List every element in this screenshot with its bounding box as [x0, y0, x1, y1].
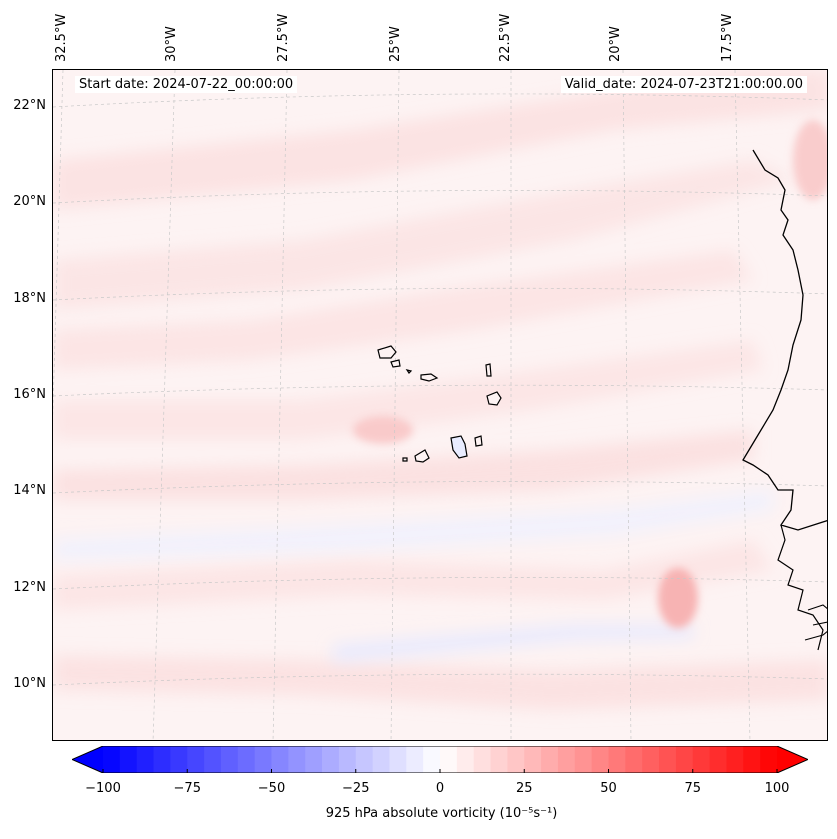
colorbar-segment [524, 746, 542, 773]
negative-vorticity-bands [53, 490, 773, 662]
colorbar-min-extension [72, 746, 103, 773]
colorbar [70, 745, 810, 774]
lon-label-17.5W: 17.5°W [720, 13, 735, 62]
colorbar-segment [440, 746, 458, 773]
colorbar-tick-label: −25 [342, 781, 370, 796]
colorbar-segment [507, 746, 525, 773]
colorbar-segment [709, 746, 727, 773]
lon-label-20W: 20°W [608, 26, 623, 62]
vorticity-map [53, 70, 827, 740]
colorbar-segment [153, 746, 171, 773]
colorbar-segment [490, 746, 508, 773]
start-date-label: Start date: 2024-07-22_00:00:00 [75, 76, 298, 93]
colorbar-segment [692, 746, 711, 773]
colorbar-segment [271, 746, 289, 773]
colorbar-tick-label: −75 [173, 781, 201, 796]
colorbar-segment [322, 746, 340, 773]
lat-label-22N: 22°N [13, 98, 46, 113]
colorbar-segment [119, 746, 138, 773]
colorbar-segment [743, 746, 761, 773]
colorbar-tick-label: −100 [85, 781, 121, 796]
colorbar-label: 925 hPa absolute vorticity (10⁻⁵s⁻¹) [325, 806, 558, 821]
guinea-coastline [777, 524, 824, 651]
colorbar-segment [625, 746, 643, 773]
colorbar-segment [642, 746, 660, 773]
lat-label-18N: 18°N [13, 291, 46, 306]
lat-label-14N: 14°N [13, 483, 46, 498]
colorbar-segment [103, 746, 121, 773]
colorbar-tick-label: 100 [764, 781, 790, 796]
colorbar-segment [136, 746, 155, 773]
map-panel: Start date: 2024-07-22_00:00:00 Valid_da… [52, 69, 828, 741]
valid-date-label: Valid_date: 2024-07-23T21:00:00.00 [560, 76, 807, 93]
colorbar-segment [423, 746, 441, 773]
colorbar-tick-label: 0 [435, 781, 445, 796]
colorbar-segment [659, 746, 677, 773]
colorbar-segment [574, 746, 593, 773]
colorbar-segment [456, 746, 475, 773]
lon-label-25W: 25°W [388, 26, 403, 62]
colorbar-max-extension [777, 746, 808, 773]
colorbar-segment [591, 746, 609, 773]
colorbar-tick-label: 25 [515, 781, 533, 796]
lon-label-22.5W: 22.5°W [498, 13, 513, 62]
vorticity-maximum [353, 120, 827, 628]
colorbar-segment [389, 746, 407, 773]
colorbar-tick-label: −50 [257, 781, 286, 796]
colorbar-segment [355, 746, 374, 773]
colorbar-segment [220, 746, 239, 773]
graticule [53, 70, 827, 740]
lat-label-10N: 10°N [13, 676, 46, 691]
lon-label-27.5W: 27.5°W [276, 13, 291, 62]
lon-label-32.5W: 32.5°W [54, 13, 69, 62]
colorbar-segment [288, 746, 306, 773]
colorbar-segment [473, 746, 492, 773]
colorbar-segment [726, 746, 744, 773]
colorbar-segment [541, 746, 559, 773]
colorbar-tick-label: 75 [684, 781, 702, 796]
colorbar-segment [305, 746, 323, 773]
lat-label-12N: 12°N [13, 580, 46, 595]
colorbar-segment [557, 746, 576, 773]
colorbar-segment [254, 746, 272, 773]
lat-label-16N: 16°N [13, 387, 46, 402]
colorbar-segment [204, 746, 222, 773]
colorbar-segment [338, 746, 357, 773]
colorbar-tick-label: 50 [600, 781, 617, 796]
cape-verde-islands [377, 345, 502, 463]
lon-label-30W: 30°W [164, 26, 179, 62]
colorbar-segment [406, 746, 424, 773]
colorbar-segment [170, 746, 188, 773]
lat-label-20N: 20°N [13, 194, 46, 209]
colorbar-graphic [70, 745, 810, 774]
colorbar-segment [675, 746, 694, 773]
colorbar-segment [760, 746, 778, 773]
colorbar-segment [608, 746, 626, 773]
bissagos-islands [804, 604, 827, 641]
colorbar-segment [187, 746, 205, 773]
colorbar-segment [372, 746, 390, 773]
african-coastline [742, 149, 827, 531]
colorbar-segment [237, 746, 256, 773]
positive-vorticity-streaks [53, 70, 827, 710]
